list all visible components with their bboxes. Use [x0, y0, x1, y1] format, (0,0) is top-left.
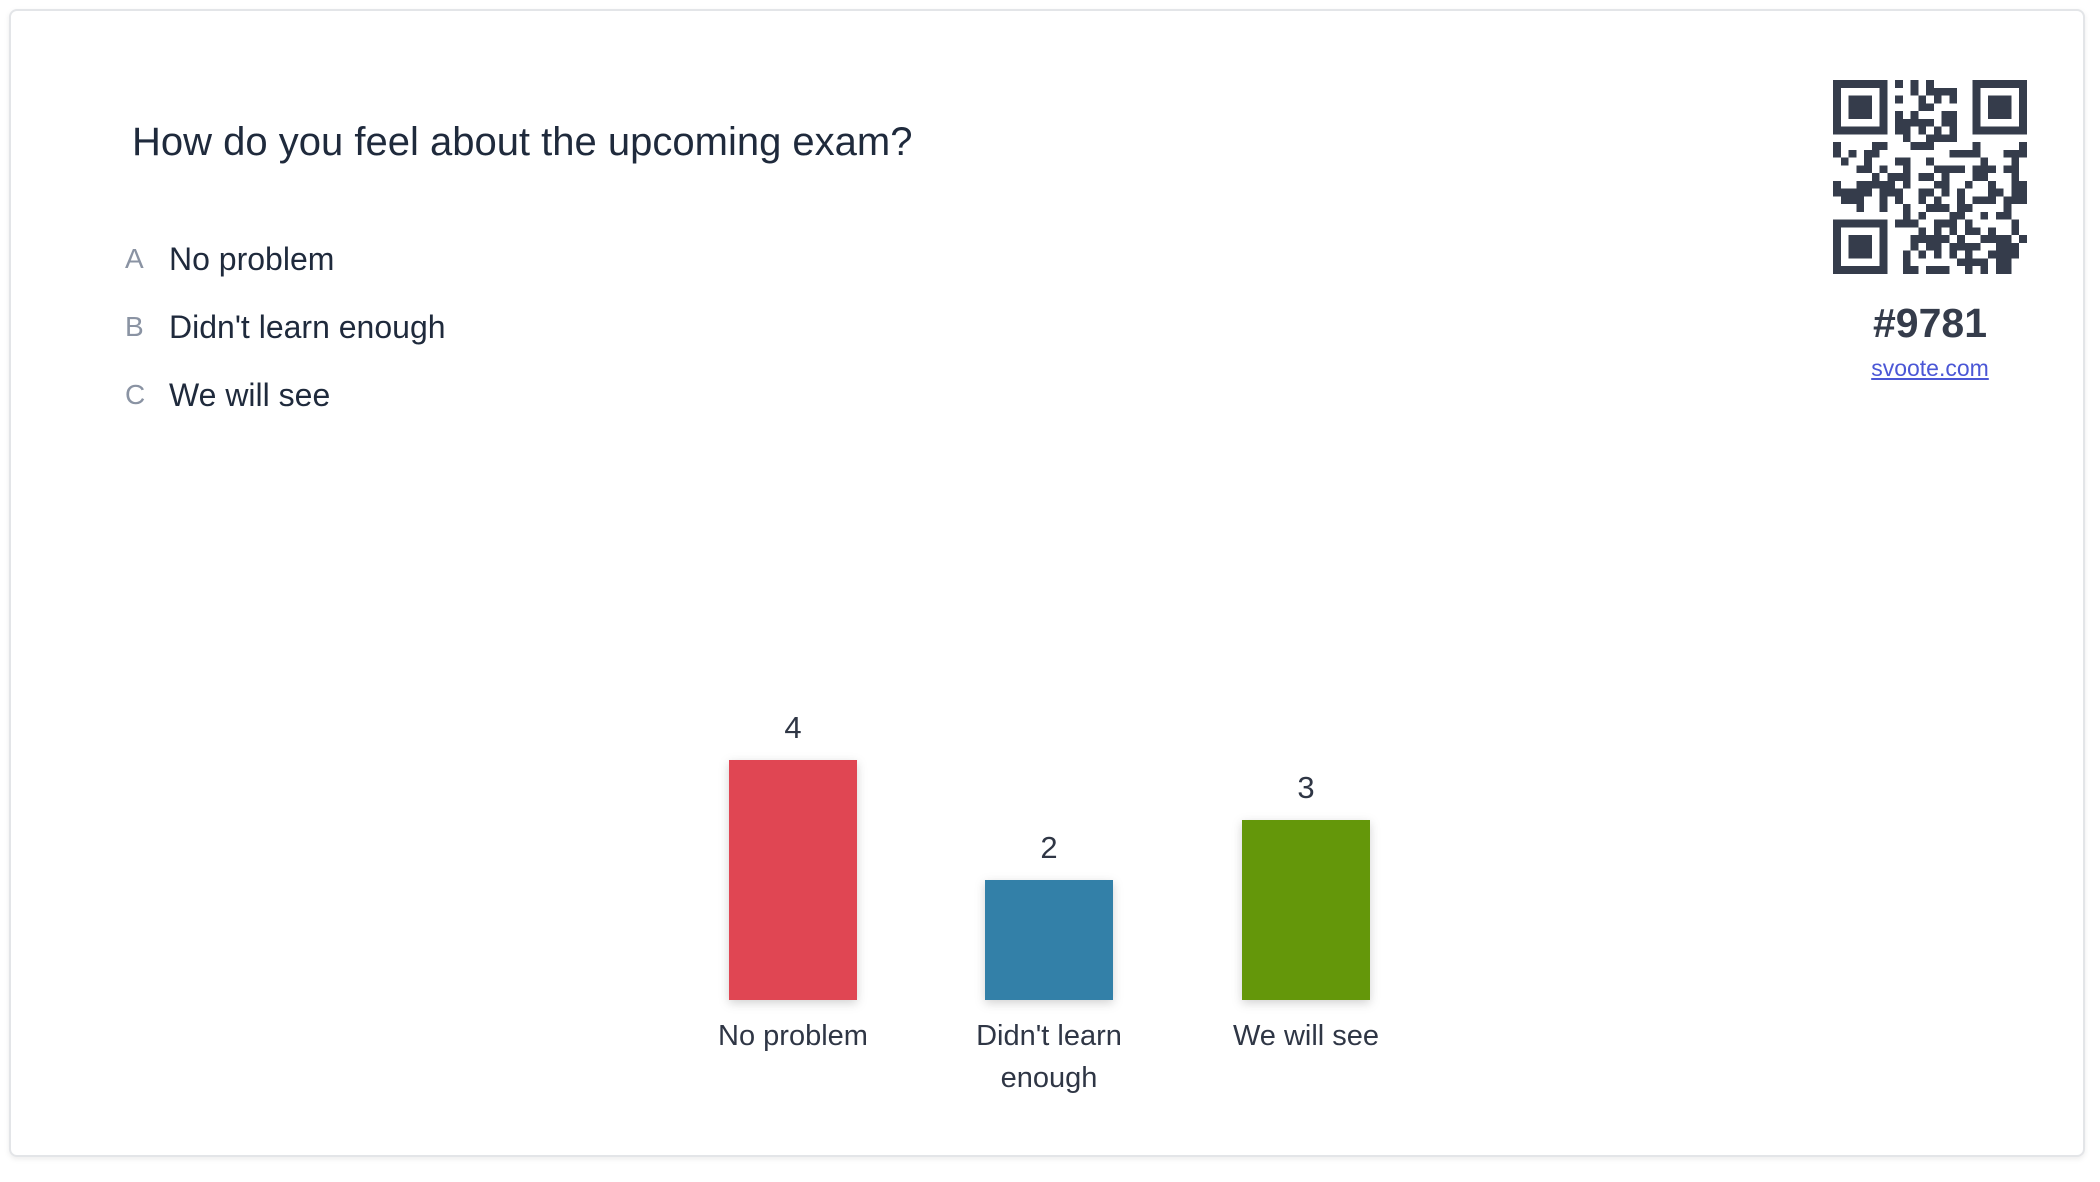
option-label: Didn't learn enough — [169, 308, 446, 345]
option-label: No problem — [169, 240, 335, 277]
bar-value-label: 3 — [1297, 770, 1314, 805]
bar — [729, 760, 857, 1000]
category-label: Didn't learn — [976, 1020, 1122, 1052]
bar-value-label: 4 — [784, 710, 801, 745]
category-label: enough — [1001, 1062, 1098, 1094]
bar — [1242, 820, 1370, 1000]
question-title: How do you feel about the upcoming exam? — [132, 120, 913, 164]
answer-options-list: A No problem B Didn't learn enough C We … — [125, 225, 446, 429]
poll-code: #9781 — [1872, 300, 1987, 346]
bar — [985, 880, 1113, 1000]
site-link[interactable]: svoote.com — [1871, 355, 1989, 381]
join-panel: #9781 svoote.com — [1820, 80, 2040, 382]
bar-value-label: 2 — [1040, 830, 1057, 865]
option-letter: C — [125, 379, 146, 410]
option-b: B Didn't learn enough — [125, 293, 446, 361]
category-label: No problem — [718, 1020, 868, 1052]
category-label: We will see — [1233, 1020, 1379, 1052]
option-letter: B — [125, 311, 144, 342]
option-c: C We will see — [125, 361, 446, 429]
qr-code-icon — [1833, 80, 2027, 274]
option-letter: A — [125, 243, 144, 274]
option-label: We will see — [169, 376, 331, 413]
option-a: A No problem — [125, 225, 446, 293]
